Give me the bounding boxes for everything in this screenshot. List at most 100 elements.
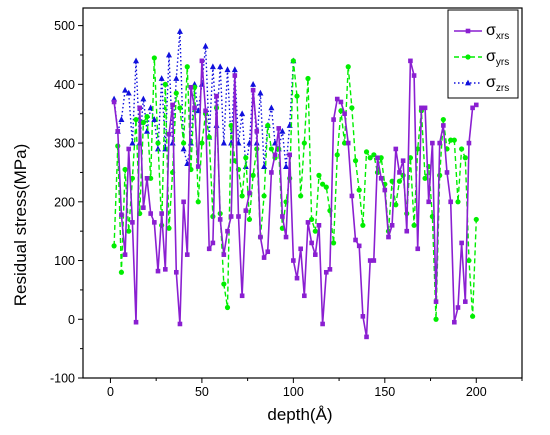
data-point-xrs xyxy=(375,155,380,161)
y-tick-label: 0 xyxy=(68,313,75,327)
data-point-yrs xyxy=(459,146,465,152)
data-point-yrs xyxy=(470,313,476,319)
data-point-xrs xyxy=(188,84,194,90)
data-point-yrs xyxy=(184,64,190,70)
data-point-yrs xyxy=(144,114,150,120)
data-point-yrs xyxy=(195,199,201,205)
data-point-yrs xyxy=(181,140,187,146)
data-point-xrs xyxy=(448,199,453,205)
data-point-yrs xyxy=(199,140,205,146)
data-point-xrs xyxy=(210,240,216,246)
data-point-yrs xyxy=(334,152,340,158)
data-point-xrs xyxy=(389,223,395,228)
data-point-xrs xyxy=(320,321,325,327)
data-point-yrs xyxy=(221,281,227,287)
data-point-yrs xyxy=(111,243,117,249)
data-point-xrs xyxy=(327,267,333,272)
data-point-xrs xyxy=(342,111,347,117)
data-point-xrs xyxy=(203,108,208,114)
data-point-xrs xyxy=(225,228,230,234)
y-axis: -100 0 100 200 300 400 500 xyxy=(50,19,83,386)
data-point-xrs xyxy=(422,105,428,111)
data-point-xrs xyxy=(473,102,479,108)
legend-subscript: yrs xyxy=(496,57,509,68)
data-point-yrs xyxy=(166,225,172,231)
data-point-xrs xyxy=(243,208,249,213)
y-tick-label: 100 xyxy=(54,254,75,268)
data-point-yrs xyxy=(155,140,161,146)
data-point-yrs xyxy=(268,146,275,152)
data-point-zrs xyxy=(180,145,187,152)
data-point-yrs xyxy=(224,304,231,311)
data-point-xrs xyxy=(378,176,384,181)
data-point-yrs xyxy=(298,193,304,199)
data-point-yrs xyxy=(352,158,359,164)
data-point-xrs xyxy=(177,321,183,327)
data-point-xrs xyxy=(192,105,197,111)
data-point-xrs xyxy=(137,105,143,111)
data-point-zrs xyxy=(220,139,227,146)
data-point-yrs xyxy=(316,172,322,178)
data-point-yrs xyxy=(338,108,344,114)
data-point-yrs xyxy=(411,222,417,228)
data-point-xrs xyxy=(261,255,267,260)
data-point-xrs xyxy=(217,217,223,222)
data-point-yrs xyxy=(378,155,384,161)
data-point-zrs xyxy=(129,139,136,146)
data-point-xrs xyxy=(184,252,190,257)
x-axis: 0 50 100 150 200 xyxy=(107,378,523,399)
data-point-xrs xyxy=(239,293,245,299)
data-point-xrs xyxy=(133,319,139,325)
data-point-xrs xyxy=(130,220,135,225)
data-point-xrs xyxy=(426,199,432,205)
data-point-zrs xyxy=(261,163,268,169)
data-point-yrs xyxy=(320,181,326,187)
data-point-xrs xyxy=(309,240,314,246)
data-point-zrs xyxy=(151,116,158,122)
series-xrs xyxy=(111,58,479,340)
data-point-yrs xyxy=(462,155,468,161)
data-point-xrs xyxy=(141,205,146,210)
data-point-yrs xyxy=(177,105,183,111)
data-point-yrs xyxy=(148,175,154,181)
data-point-yrs xyxy=(232,158,238,164)
data-point-xrs xyxy=(334,96,340,102)
y-tick-label: -100 xyxy=(50,372,75,386)
data-point-yrs xyxy=(261,193,267,199)
data-point-yrs xyxy=(345,64,351,70)
data-point-yrs xyxy=(433,316,439,322)
data-point-zrs xyxy=(165,51,172,58)
data-point-xrs xyxy=(437,140,442,146)
data-point-xrs xyxy=(119,212,124,218)
x-tick-label: 50 xyxy=(195,385,209,399)
data-point-xrs xyxy=(452,319,457,325)
data-point-xrs xyxy=(247,190,252,196)
data-point-yrs xyxy=(290,58,296,64)
y-tick-label: 500 xyxy=(54,19,75,33)
data-point-xrs xyxy=(353,237,358,243)
data-point-xrs xyxy=(272,152,278,158)
data-point-yrs xyxy=(312,228,318,234)
data-point-yrs xyxy=(466,257,472,264)
y-tick-label: 300 xyxy=(54,137,75,151)
data-point-xrs xyxy=(345,140,351,146)
data-point-yrs xyxy=(349,105,355,111)
data-point-xrs xyxy=(173,269,179,275)
data-point-xrs xyxy=(349,193,355,199)
data-point-xrs xyxy=(163,267,168,272)
data-point-xrs xyxy=(254,129,260,134)
data-point-yrs xyxy=(294,93,300,99)
data-point-xrs xyxy=(170,102,175,108)
y-tick-label: 200 xyxy=(54,195,75,209)
data-point-zrs xyxy=(231,66,238,73)
data-point-zrs xyxy=(122,86,129,93)
data-point-yrs xyxy=(228,122,234,129)
data-point-yrs xyxy=(126,228,132,234)
data-point-xrs xyxy=(228,214,234,219)
data-point-zrs xyxy=(268,104,275,111)
data-point-yrs xyxy=(309,216,315,223)
data-point-xrs xyxy=(430,140,435,146)
data-point-xrs xyxy=(313,252,318,257)
data-point-yrs xyxy=(448,137,454,143)
data-point-xrs xyxy=(367,258,373,263)
